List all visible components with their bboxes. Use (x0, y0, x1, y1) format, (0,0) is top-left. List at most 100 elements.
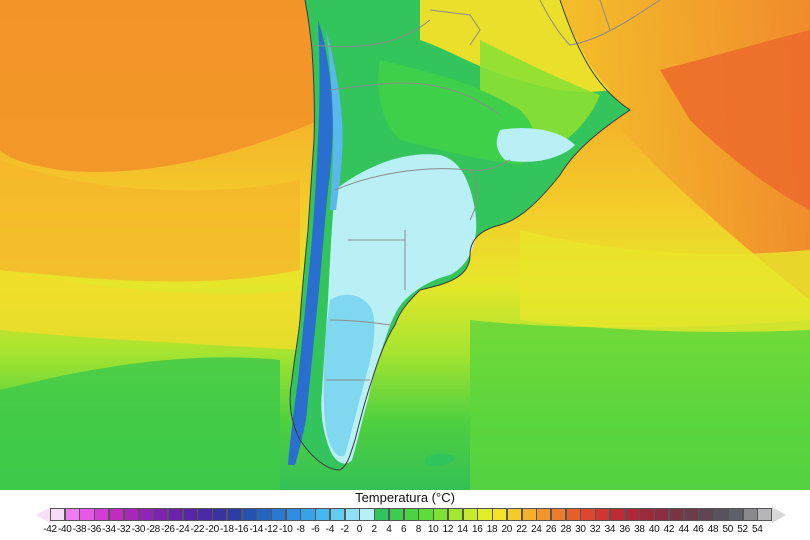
legend-swatch (359, 508, 375, 521)
hot-region-east (660, 30, 810, 210)
legend-swatch (757, 508, 773, 521)
country-borders (311, 0, 661, 381)
legend-min-arrow (36, 507, 50, 523)
legend-title: Temperatura (°C) (355, 490, 455, 505)
legend-tick-label: 10 (427, 524, 439, 535)
legend-swatch (727, 508, 744, 521)
legend-tick-label: -28 (146, 524, 160, 535)
legend-tick-label: 52 (737, 524, 748, 535)
yellow-band-mid (0, 270, 300, 350)
legend-tick-label: -22 (190, 524, 205, 535)
legend-swatch (241, 508, 257, 521)
legend-swatch (64, 508, 80, 521)
legend-swatch (403, 508, 419, 521)
legend-tick-label: -26 (161, 524, 175, 535)
legend-swatch (285, 508, 301, 521)
legend-tick-labels: -42 -40 -38 -36 -34 -32 -30 -28 -26 -24 -22 -20 -18-… (0, 524, 810, 538)
cold-region-andes (288, 20, 333, 465)
legend-tick-label: 14 (457, 524, 468, 535)
legend-swatch (521, 508, 537, 521)
legend-tick-label: -18 (220, 524, 234, 535)
legend-tick-label: 40 (648, 524, 660, 535)
legend-tick-label: -40 (57, 524, 72, 535)
falkland-islands (425, 453, 455, 466)
temperature-map (0, 0, 810, 490)
legend-tick-label: 4 (386, 524, 392, 535)
cold-region-uruguay (496, 128, 575, 162)
legend-tick-label: 0 (356, 524, 363, 535)
legend-swatch (300, 508, 316, 521)
legend-tick-label: -30 (131, 524, 146, 535)
legend-tick-label: 28 (560, 524, 571, 535)
legend-swatch (197, 508, 213, 521)
green-band-south-west (0, 357, 280, 490)
legend-tick-label: 54 (751, 524, 763, 535)
warm-region-northwest (0, 0, 320, 172)
legend-swatch (433, 508, 449, 521)
legend-swatch (344, 508, 360, 521)
legend-swatch (108, 508, 125, 521)
legend-tick-label: 36 (619, 524, 630, 535)
legend-swatch (94, 508, 110, 521)
legend-tick-label: 2 (371, 524, 378, 535)
legend-swatch (212, 508, 228, 521)
legend-tick-label: -34 (102, 524, 116, 535)
legend-swatch (639, 508, 655, 521)
legend-swatch (506, 508, 522, 521)
legend-swatch (256, 508, 272, 521)
legend-swatch (79, 508, 95, 521)
land-brazil-south (480, 40, 600, 150)
legend-tick-label: 42 (663, 524, 675, 535)
legend-swatch (315, 508, 331, 521)
legend-tick-label: -36 (87, 524, 101, 535)
legend-tick-label: -38 (72, 524, 87, 535)
legend: Temperatura (°C) -42 -40 -38 -36 -34 -32 -30 -2… (0, 490, 810, 540)
coastline (289, 0, 631, 471)
legend-tick-label: 32 (589, 524, 601, 535)
legend-swatch (742, 508, 758, 521)
legend-swatch (226, 508, 243, 521)
legend-swatch (668, 508, 685, 521)
legend-tick-label: -32 (116, 524, 131, 535)
yellow-band-east (520, 230, 810, 332)
legend-swatch (550, 508, 567, 521)
legend-tick-label: 34 (604, 524, 616, 535)
legend-swatch (462, 508, 478, 521)
legend-color-bar (0, 507, 810, 523)
legend-swatch (138, 508, 154, 521)
legend-tick-label: 18 (486, 524, 498, 535)
legend-tick-label: -16 (234, 524, 249, 535)
legend-swatch (418, 508, 434, 521)
legend-swatch (447, 508, 464, 521)
legend-swatch (713, 508, 729, 521)
legend-swatch (153, 508, 169, 521)
legend-max-arrow (772, 507, 786, 523)
legend-tick-label: 44 (678, 524, 689, 535)
legend-swatch (536, 508, 552, 521)
legend-swatch (50, 508, 66, 521)
legend-swatch (683, 508, 699, 521)
legend-tick-label: -2 (340, 524, 350, 535)
legend-swatch (123, 508, 139, 521)
legend-tick-label: -6 (311, 524, 320, 535)
cold-region-patagonia-core (323, 294, 375, 457)
legend-tick-label: -10 (278, 524, 293, 535)
legend-tick-label: -42 (43, 524, 57, 535)
legend-swatch (329, 508, 346, 521)
legend-tick-label: 46 (693, 524, 704, 535)
legend-tick-label: 20 (501, 524, 513, 535)
legend-swatch (698, 508, 714, 521)
legend-tick-label: 6 (400, 524, 407, 535)
legend-tick-label: 22 (516, 524, 527, 535)
legend-tick-label: 26 (545, 524, 557, 535)
cold-region-andes-light (326, 30, 343, 210)
legend-swatch (565, 508, 581, 521)
orange-band-west (0, 160, 300, 282)
legend-tick-label: 8 (415, 524, 422, 535)
legend-tick-label: -8 (296, 524, 305, 535)
legend-tick-label: 48 (707, 524, 719, 535)
legend-tick-label: -12 (264, 524, 278, 535)
legend-tick-label: 38 (634, 524, 645, 535)
legend-tick-label: 16 (472, 524, 483, 535)
legend-swatch (624, 508, 640, 521)
